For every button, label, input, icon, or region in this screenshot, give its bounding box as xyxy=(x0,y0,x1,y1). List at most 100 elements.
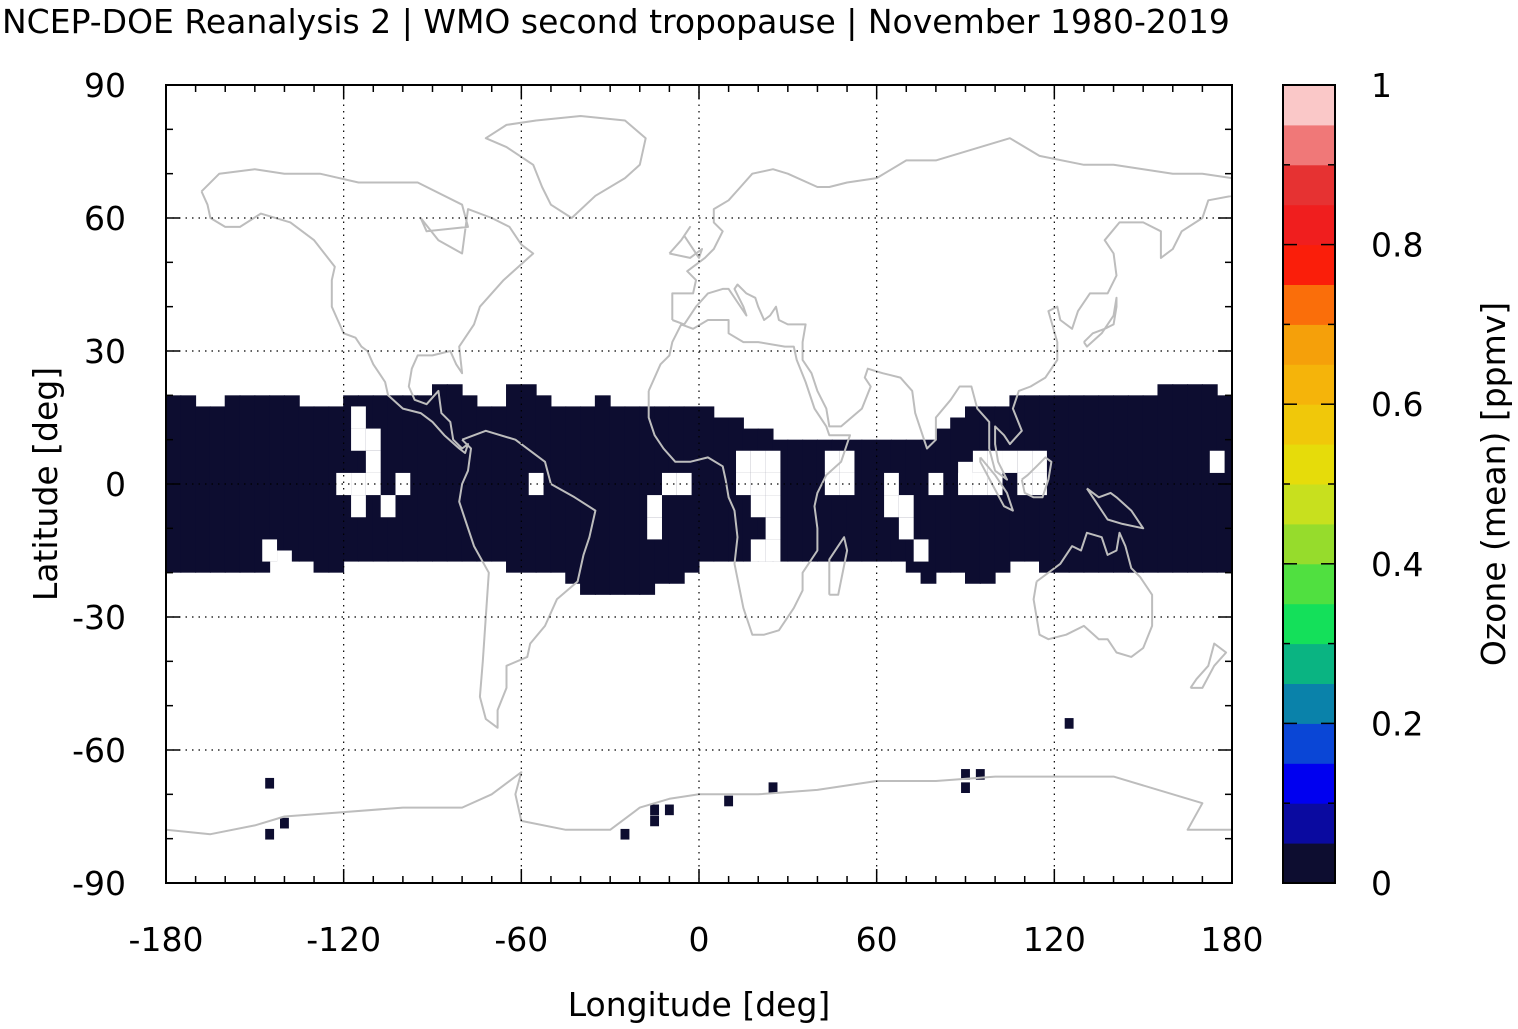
heatmap-column xyxy=(180,395,197,573)
colorbar-segment xyxy=(1283,523,1335,565)
colorbar-tick-label: 0.4 xyxy=(1371,545,1423,584)
coastline xyxy=(1020,456,1053,499)
heatmap-missing-cell xyxy=(736,450,751,473)
heatmap-missing-cell xyxy=(765,539,781,562)
heatmap-missing-cell xyxy=(1209,450,1225,473)
heatmap-missing-cell xyxy=(928,472,944,496)
heatmap-column xyxy=(1113,395,1129,573)
heatmap-missing-cell xyxy=(736,472,751,496)
heatmap-missing-cell xyxy=(351,428,366,451)
heatmap-missing-cell xyxy=(972,472,988,496)
x-tick-label: 0 xyxy=(689,920,710,959)
coastline xyxy=(1189,642,1228,689)
heatmap-missing-cell xyxy=(987,472,1003,496)
coastline xyxy=(647,319,851,636)
coastline xyxy=(458,429,597,729)
colorbar-segment xyxy=(1283,763,1335,804)
heatmap-missing-cell xyxy=(661,472,677,496)
colorbar-segment xyxy=(1283,244,1335,285)
heatmap-column xyxy=(920,439,937,584)
heatmap-missing-cell xyxy=(351,495,366,518)
heatmap-column xyxy=(1142,395,1159,573)
heatmap-column xyxy=(491,406,508,562)
heatmap-cell xyxy=(961,769,970,780)
heatmap-column xyxy=(1350,384,1366,584)
y-tick-label: 0 xyxy=(105,465,126,504)
colorbar-segment xyxy=(1283,124,1335,166)
heatmap-column xyxy=(209,406,226,573)
x-tick-label: -60 xyxy=(494,920,548,959)
heatmap-missing-cell xyxy=(262,539,278,562)
heatmap-column xyxy=(506,384,522,573)
heatmap-column xyxy=(713,417,730,562)
heatmap-missing-cell xyxy=(676,472,692,496)
colorbar-segment xyxy=(1283,603,1335,645)
heatmap-missing-cell xyxy=(765,495,781,518)
x-tick-label: -180 xyxy=(129,920,204,959)
heatmap-column xyxy=(580,406,596,595)
heatmap-missing-cell xyxy=(647,495,662,518)
heatmap-cell xyxy=(664,804,674,816)
heatmap-cell xyxy=(768,782,778,794)
heatmap-column xyxy=(195,406,211,573)
heatmap-column xyxy=(417,395,433,562)
heatmap-missing-cell xyxy=(351,406,366,429)
heatmap-missing-cell xyxy=(351,472,366,496)
colorbar-tick-label: 0.2 xyxy=(1371,704,1423,743)
heatmap-missing-cell xyxy=(365,472,381,496)
heatmap-cell xyxy=(1064,718,1074,729)
heatmap-column xyxy=(1157,384,1174,573)
heatmap-column xyxy=(1335,384,1351,584)
heatmap-cell xyxy=(650,804,660,816)
heatmap-column xyxy=(935,428,952,573)
heatmap-column xyxy=(624,406,641,595)
y-tick-label: 30 xyxy=(84,332,126,371)
colorbar-tick-label: 1 xyxy=(1371,66,1392,105)
colorbar-segment xyxy=(1283,204,1335,246)
heatmap-missing-cell xyxy=(365,428,381,451)
heatmap-column xyxy=(1098,395,1115,573)
heatmap-missing-cell xyxy=(277,550,292,573)
colorbar-segment xyxy=(1283,404,1335,445)
x-tick-labels: -180 -120 -60 0 60 120 180 xyxy=(129,920,1264,959)
heatmap-cell xyxy=(650,815,660,827)
heatmap-cell xyxy=(280,817,289,829)
heatmap-missing-cell xyxy=(765,472,781,496)
heatmap-cell xyxy=(620,828,630,840)
colorbar-segment xyxy=(1283,843,1335,884)
coastlines xyxy=(166,115,1232,836)
y-tick-label: -90 xyxy=(72,864,126,903)
heatmap-column xyxy=(1201,384,1218,573)
heatmap-cell xyxy=(265,828,275,840)
heatmap-column xyxy=(224,395,241,573)
heatmap-column xyxy=(1246,395,1262,572)
colorbar-segment xyxy=(1283,444,1335,485)
chart-title: NCEP-DOE Reanalysis 2 | WMO second tropo… xyxy=(2,2,1230,41)
x-axis-label: Longitude [deg] xyxy=(568,985,831,1024)
heatmap-column xyxy=(802,439,818,562)
heatmap-column xyxy=(609,406,626,595)
heatmap-missing-cell xyxy=(898,495,914,518)
heatmap-column xyxy=(1454,395,1470,572)
coastline xyxy=(828,536,849,596)
heatmap-column xyxy=(550,406,567,573)
coastline xyxy=(484,115,647,219)
heatmap-missing-cell xyxy=(528,472,544,496)
heatmap-column xyxy=(1261,395,1277,572)
plot-frame xyxy=(165,84,1233,884)
y-tick-label: 60 xyxy=(84,199,126,238)
heatmap-missing-cell xyxy=(913,539,929,562)
y-tick-label: 90 xyxy=(84,66,126,105)
colorbar-segment xyxy=(1283,563,1335,605)
heatmap-missing-cell xyxy=(884,495,899,518)
grid-lines xyxy=(166,85,1232,883)
heatmap-column xyxy=(298,406,315,562)
heatmap-missing-cell xyxy=(750,495,766,518)
heatmap-column xyxy=(565,406,582,584)
heatmap-missing-cell xyxy=(750,450,766,473)
colorbar-segment xyxy=(1283,803,1335,844)
heatmap-column xyxy=(313,406,330,573)
coastline xyxy=(1032,531,1154,658)
colorbar-segment xyxy=(1283,364,1335,405)
